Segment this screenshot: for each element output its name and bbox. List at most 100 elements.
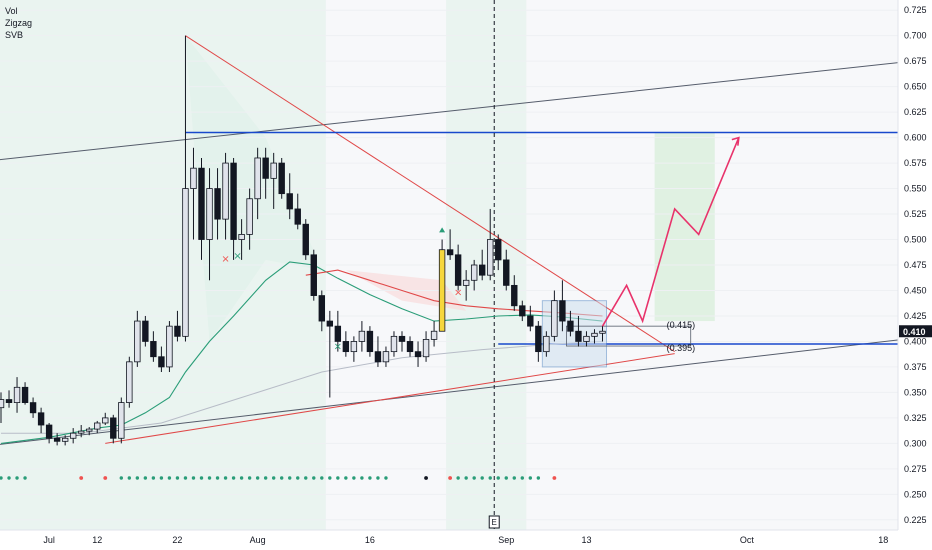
candle-body[interactable]: [166, 325, 173, 368]
candle-body[interactable]: [350, 341, 358, 353]
signal-cross-marker: ×: [454, 288, 462, 299]
current-price-badge[interactable]: [899, 325, 932, 338]
trendline[interactable]: [105, 353, 675, 444]
candle-body[interactable]: [238, 234, 245, 240]
time-axis-tick: 22: [172, 535, 182, 545]
candle-body[interactable]: [134, 320, 141, 363]
candle-body[interactable]: [254, 157, 261, 200]
candle-body[interactable]: [69, 432, 77, 439]
time-axis-tick: Sep: [498, 535, 514, 545]
range-label: (0.395): [667, 343, 696, 353]
candle-body[interactable]: [495, 239, 502, 261]
signal-dot-red: [552, 476, 557, 480]
candle-body[interactable]: [374, 351, 382, 363]
candle-body[interactable]: [511, 284, 518, 307]
candle-body[interactable]: [45, 424, 53, 439]
candle-body[interactable]: [422, 339, 430, 358]
candle-body[interactable]: [478, 264, 486, 276]
candle-body[interactable]: [438, 249, 446, 332]
candle-body[interactable]: [342, 341, 350, 353]
projection-path[interactable]: [601, 137, 740, 327]
candle-body[interactable]: [318, 295, 325, 322]
candle-body[interactable]: [29, 402, 37, 414]
candle-body[interactable]: [158, 356, 165, 368]
candle-body[interactable]: [13, 386, 21, 403]
candle-body[interactable]: [527, 315, 534, 327]
signal-dot-green: [376, 476, 380, 480]
trendline[interactable]: [0, 36, 932, 169]
candle-body[interactable]: [551, 300, 558, 337]
candle-body[interactable]: [543, 335, 550, 353]
candle-body[interactable]: [78, 430, 85, 434]
candle-body[interactable]: [559, 300, 566, 322]
candle-body[interactable]: [214, 188, 221, 220]
candle-body[interactable]: [150, 341, 157, 358]
candle-body[interactable]: [406, 341, 414, 353]
candle-body[interactable]: [462, 279, 470, 286]
candle-body[interactable]: [5, 399, 13, 403]
candle-body[interactable]: [470, 264, 478, 281]
candle-body[interactable]: [53, 437, 61, 442]
range-box[interactable]: [566, 325, 692, 347]
indicator-label-zigzag[interactable]: Zigzag: [5, 18, 33, 28]
trendline[interactable]: [0, 311, 932, 454]
candle-body[interactable]: [94, 422, 101, 430]
indicator-label-svb[interactable]: SVB: [5, 30, 24, 40]
candle-body[interactable]: [286, 193, 293, 210]
candle-body[interactable]: [190, 167, 197, 189]
candle-body[interactable]: [519, 305, 526, 317]
candle-body[interactable]: [599, 330, 606, 334]
candle-body[interactable]: [535, 325, 542, 353]
candle-body[interactable]: [487, 239, 494, 276]
candle-body[interactable]: [430, 330, 438, 340]
candle-body[interactable]: [118, 402, 125, 439]
candle-body[interactable]: [86, 428, 93, 432]
indicator-label-vol[interactable]: Vol: [5, 6, 18, 16]
candle-body[interactable]: [37, 412, 45, 426]
candle-body[interactable]: [382, 351, 390, 363]
candle-body[interactable]: [174, 325, 181, 337]
candle-body[interactable]: [246, 198, 253, 235]
signal-dot-green: [151, 476, 156, 480]
candle-body[interactable]: [198, 167, 205, 240]
candle-body[interactable]: [454, 254, 462, 286]
candle-body[interactable]: [126, 361, 133, 403]
candle-body[interactable]: [21, 386, 29, 403]
candle-body[interactable]: [270, 162, 277, 179]
candle-body[interactable]: [222, 162, 229, 220]
time-axis-tick: 16: [365, 535, 375, 545]
candle-body[interactable]: [358, 330, 366, 342]
candle-body[interactable]: [591, 332, 598, 337]
candle-body[interactable]: [182, 188, 189, 337]
candle-body[interactable]: [414, 351, 422, 358]
candle-body[interactable]: [262, 157, 269, 179]
candle-body[interactable]: [206, 188, 213, 240]
candle-body[interactable]: [230, 162, 237, 240]
candle-body[interactable]: [294, 208, 301, 225]
candle-body[interactable]: [278, 162, 285, 195]
candle-body[interactable]: [302, 223, 309, 256]
candle-body[interactable]: [310, 254, 317, 296]
price-axis-tick: 0.350: [904, 387, 927, 397]
time-axis-tick: Oct: [740, 535, 755, 545]
event-marker-box[interactable]: [488, 515, 500, 529]
candle-body[interactable]: [366, 330, 374, 353]
trendline[interactable]: [185, 35, 675, 353]
candle-body[interactable]: [61, 437, 69, 442]
candle-body[interactable]: [575, 330, 582, 342]
signal-dot-green: [231, 476, 236, 480]
candle-body[interactable]: [503, 259, 510, 286]
candle-body[interactable]: [142, 320, 149, 342]
candle-body[interactable]: [446, 249, 454, 256]
candle-body[interactable]: [583, 335, 590, 342]
candle-body[interactable]: [398, 335, 406, 342]
candle-body[interactable]: [110, 417, 117, 439]
candle-body[interactable]: [390, 335, 398, 353]
candle-body[interactable]: [102, 417, 109, 424]
candle-body[interactable]: [326, 320, 334, 327]
candle-body[interactable]: [567, 320, 574, 332]
candle-body[interactable]: [0, 399, 5, 409]
signal-dot-green: [288, 476, 292, 480]
candle-body[interactable]: [334, 325, 342, 342]
